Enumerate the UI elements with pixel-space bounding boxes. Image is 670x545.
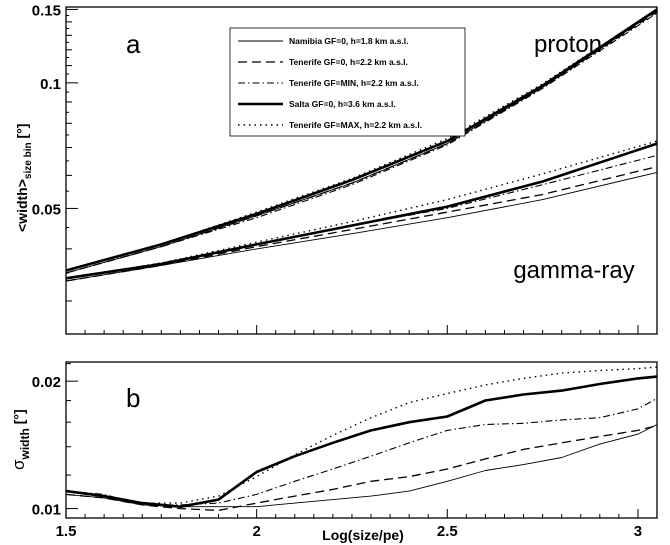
panel-a-label: a <box>126 29 141 59</box>
legend-entry-label: Tenerife GF=0, h=2.2 km a.s.l. <box>289 57 408 67</box>
panel-a-series <box>65 8 658 282</box>
legend-entries: Namibia GF=0, h=1.8 km a.s.l. Tenerife GF… <box>238 36 422 130</box>
x-tick-label: 2 <box>252 523 260 540</box>
panel-a-ticks: 0.05 0.1 0.15 <box>32 2 658 334</box>
annotation-proton: proton <box>534 31 602 58</box>
panel-b-ticks: 0.01 0.02 1.5 2 2.5 3 <box>32 363 658 540</box>
series-line-proton-dashed <box>65 11 658 274</box>
y-tick-label: 0.05 <box>32 201 61 218</box>
legend-entry-label: Tenerife GF=MAX, h=2.2 km a.s.l. <box>289 120 422 130</box>
series-line-proton-thick <box>65 8 658 272</box>
x-tick-label: 1.5 <box>56 523 77 540</box>
series-line-gamma-ray-dashed <box>65 165 658 282</box>
series-line-gamma-ray-thick <box>65 142 658 280</box>
x-tick-label: 3 <box>634 523 642 540</box>
series-line-gamma-ray-dotted <box>65 140 658 279</box>
legend-entry-label: Namibia GF=0, h=1.8 km a.s.l. <box>289 36 409 46</box>
series-line-thin <box>65 424 658 508</box>
panel-b-ylabel-main: σ <box>9 459 28 470</box>
panel-a-ylabel: <width>size bin [°] <box>14 124 34 232</box>
panel-a: 0.05 0.1 0.15 a proton gamma-ray Namibia G… <box>14 2 658 335</box>
panel-b-label: b <box>126 383 140 413</box>
series-line-thick <box>65 375 658 509</box>
panel-a-frame <box>65 6 658 335</box>
legend-entry-label: Tenerife GF=MIN, h=2.2 km a.s.l. <box>289 78 419 88</box>
annotation-gamma-ray: gamma-ray <box>513 257 634 284</box>
y-tick-label: 0.01 <box>32 502 61 519</box>
panel-b-series <box>65 366 658 512</box>
legend: Namibia GF=0, h=1.8 km a.s.l. Tenerife GF… <box>229 27 466 137</box>
series-line-dotted <box>65 366 658 504</box>
y-tick-label: 0.1 <box>40 76 61 93</box>
panel-a-ylabel-main: <width> <box>14 179 30 232</box>
series-line-gamma-ray-thin <box>65 171 658 282</box>
series-line-dashed <box>65 425 658 512</box>
panel-b-ylabel-unit: [°] <box>11 409 27 428</box>
legend-box <box>229 27 466 137</box>
y-tick-label: 0.15 <box>32 2 61 19</box>
panel-b-ylabel-sub: width <box>18 428 32 460</box>
panel-b: 0.01 0.02 1.5 2 2.5 3 b σwidth [°] Log(size/p… <box>9 361 658 543</box>
panel-b-ylabel: σwidth [°] <box>9 409 32 470</box>
panel-a-ylabel-sub: size bin <box>23 142 34 179</box>
series-line-dashdot <box>65 398 658 506</box>
x-axis-label: Log(size/pe) <box>322 527 404 543</box>
series-line-proton-dashdot <box>65 12 658 274</box>
y-tick-label: 0.02 <box>32 374 61 391</box>
panel-a-ylabel-unit: [°] <box>14 124 30 143</box>
x-tick-label: 2.5 <box>437 523 458 540</box>
panel-b-frame <box>65 361 658 519</box>
legend-entry-label: Salta GF=0, h=3.6 km a.s.l. <box>289 99 396 109</box>
